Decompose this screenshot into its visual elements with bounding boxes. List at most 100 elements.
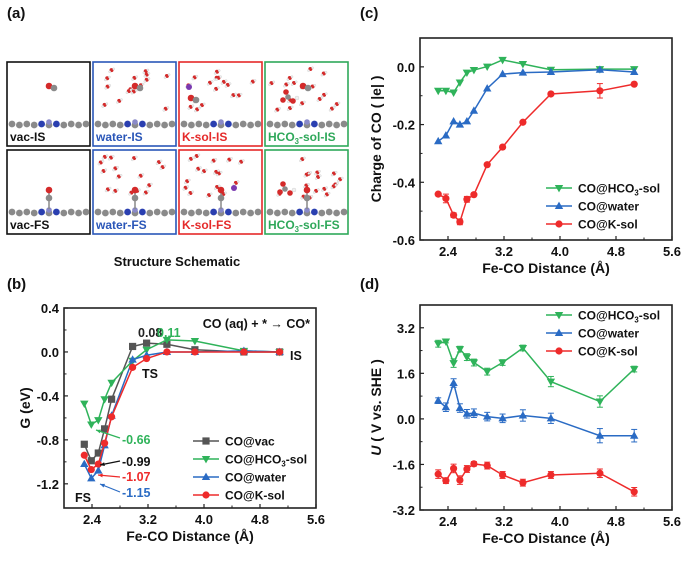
water-hydrogen-atom — [131, 78, 134, 81]
y-tick-label: 0.4 — [41, 301, 60, 316]
water-hydrogen-atom — [219, 75, 222, 78]
data-point — [630, 366, 639, 374]
water-hydrogen-atom — [112, 67, 115, 71]
water-hydrogen-atom — [220, 82, 224, 85]
water-hydrogen-atom — [286, 78, 290, 81]
carbon-atom — [146, 209, 154, 217]
carbon-atom — [247, 121, 255, 129]
water-hydrogen-atom — [195, 169, 198, 172]
water-hydrogen-atom — [299, 103, 302, 107]
carbon-atom — [274, 209, 281, 217]
legend-label: CO@K-sol — [578, 218, 638, 232]
water-hydrogen-atom — [202, 102, 206, 106]
structure-box-frame — [264, 61, 349, 147]
water-hydrogen-atom — [325, 92, 328, 95]
legend-marker — [201, 472, 211, 480]
water-hydrogen-atom — [235, 95, 239, 99]
water-hydrogen-atom — [147, 72, 151, 75]
data-point — [441, 338, 451, 346]
data-point — [483, 84, 492, 92]
carbon-atom — [318, 121, 326, 129]
water-hydrogen-atom — [155, 162, 159, 165]
nitrogen-atom — [53, 120, 60, 128]
data-point — [101, 439, 109, 447]
water-hydrogen-atom — [321, 189, 324, 192]
water-hydrogen-atom — [327, 191, 331, 195]
x-axis-label: Fe-CO Distance (Å) — [126, 528, 254, 544]
data-point — [80, 440, 88, 448]
water-hydrogen-atom — [290, 105, 294, 109]
co-carbon-atom — [131, 194, 139, 202]
data-point — [100, 396, 109, 404]
iron-atom — [46, 119, 52, 125]
label-subscript: 3 — [634, 189, 639, 198]
min-value-ksol: -1.07 — [122, 470, 151, 484]
legend-label: CO@K-sol — [225, 489, 285, 503]
water-hydrogen-atom — [108, 186, 112, 190]
x-tick-label: 4.8 — [251, 512, 269, 527]
water-hydrogen-atom — [303, 174, 307, 178]
data-point — [498, 56, 507, 65]
data-point — [107, 379, 116, 388]
y-tick-label: -0.6 — [393, 233, 415, 248]
water-hydrogen-atom — [337, 101, 341, 105]
water-hydrogen-atom — [108, 70, 111, 73]
data-point — [595, 431, 605, 439]
data-point — [449, 360, 458, 368]
legend-label: CO@water — [578, 200, 639, 214]
y-tick-label: -0.4 — [37, 389, 60, 404]
series-water — [434, 65, 639, 145]
label-main: CO@HCO — [578, 182, 634, 196]
chart-b: (b) 2.4 3.2 4.0 4.8 5.6 0.4 0.0 -0.4 -0.8 -1.2 Fe-C… — [7, 276, 325, 544]
data-point — [162, 336, 172, 345]
water-hydrogen-atom — [324, 71, 328, 74]
ts-value-vac: 0.08 — [138, 326, 162, 340]
carbon-atom — [94, 120, 102, 128]
iron-atom — [46, 207, 52, 213]
carbon-atom — [146, 121, 154, 129]
label-tail: -sol — [639, 309, 660, 323]
annotation-hco3-arrowhead — [96, 429, 101, 434]
water-hydrogen-atom — [199, 166, 202, 169]
legend-label: CO@K-sol — [578, 345, 638, 359]
water-hydrogen-atom — [314, 177, 318, 180]
data-point — [450, 211, 458, 219]
water-hydrogen-atom — [163, 164, 167, 168]
is-label: IS — [290, 349, 302, 363]
reaction-annotation: CO (aq) + * → CO* — [203, 317, 310, 331]
water-hydrogen-atom — [111, 155, 115, 158]
water-hydrogen-atom — [116, 101, 119, 104]
water-hydrogen-atom — [146, 68, 150, 72]
ts-value-hco3: 0.11 — [157, 326, 181, 340]
nitrogen-atom — [311, 120, 318, 128]
water-hydrogen-atom — [129, 88, 133, 92]
label-main: CO@HCO — [578, 309, 634, 323]
data-point — [463, 195, 471, 203]
water-hydrogen-atom — [307, 69, 310, 72]
structure-label: vac-IS — [10, 130, 45, 144]
y-tick-label: 0.0 — [397, 60, 415, 75]
data-point — [462, 409, 472, 417]
bicarbonate-oxygen — [290, 98, 296, 104]
data-point — [483, 161, 491, 169]
data-point — [94, 466, 103, 474]
carbon-atom — [281, 208, 289, 216]
structure-label: HCO3-sol-IS — [268, 130, 336, 146]
carbon-atom — [75, 121, 82, 129]
water-hydrogen-atom — [187, 159, 191, 162]
data-point — [483, 368, 492, 377]
bicarbonate-hydrogen — [291, 187, 297, 193]
water-hydrogen-atom — [135, 155, 138, 159]
min-value-hco3: -0.66 — [122, 433, 151, 447]
data-point — [499, 143, 507, 151]
legend-label: CO@water — [578, 327, 639, 341]
water-hydrogen-atom — [104, 168, 108, 171]
nitrogen-atom — [210, 208, 218, 216]
data-point — [462, 116, 472, 125]
carbon-atom — [109, 120, 117, 128]
carbon-atom — [102, 209, 109, 217]
data-point — [547, 471, 555, 479]
chart-c: (c) 2.4 3.2 4.0 4.8 5.6 0.0 -0.2 -0.4 -0.6 Fe-CO D… — [360, 5, 681, 276]
structure-caption: Structure Schematic — [114, 254, 240, 269]
data-point — [630, 67, 639, 76]
